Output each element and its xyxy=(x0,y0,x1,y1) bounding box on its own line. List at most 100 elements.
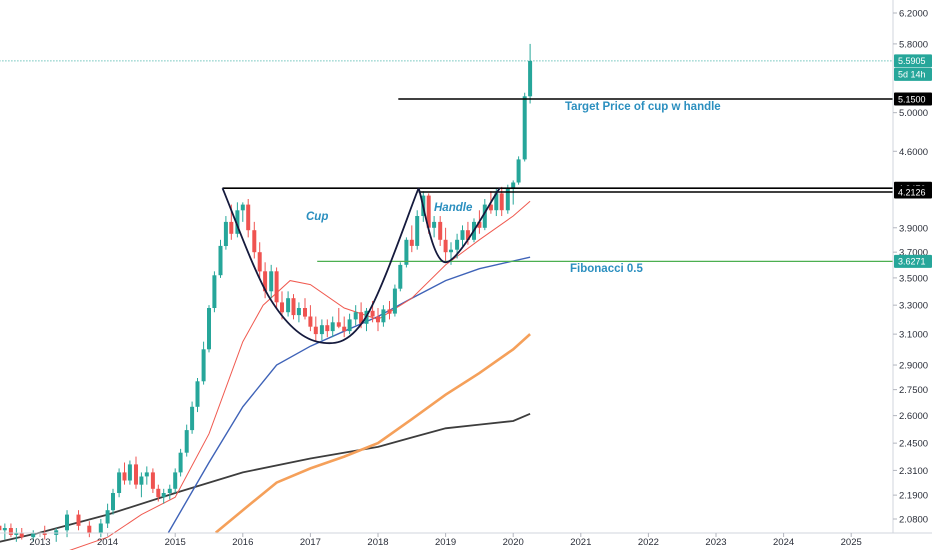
candle xyxy=(150,468,155,494)
price-badge-label: 5.5905 xyxy=(898,56,926,66)
candle xyxy=(325,319,330,338)
x-tick-label: 2019 xyxy=(435,537,456,548)
y-tick-label: 2.4500 xyxy=(899,439,928,450)
candle xyxy=(482,198,487,231)
y-tick-label: 2.7500 xyxy=(899,385,928,396)
candle xyxy=(347,313,352,335)
candle xyxy=(212,271,217,313)
annotation-target: Target Price of cup w handle xyxy=(565,101,721,113)
candle xyxy=(223,216,228,250)
x-tick-label: 2016 xyxy=(232,537,253,548)
candle xyxy=(19,527,24,540)
candle xyxy=(87,521,92,538)
candle xyxy=(195,377,200,413)
candle xyxy=(134,456,138,489)
candle xyxy=(207,305,211,353)
price-badge-label: 4.2126 xyxy=(898,187,926,197)
y-tick-label: 5.8000 xyxy=(899,39,928,50)
candle xyxy=(308,305,313,332)
candle xyxy=(139,472,144,498)
candle xyxy=(381,305,386,327)
ma-blue-line xyxy=(167,256,531,533)
y-tick-label: 2.9000 xyxy=(899,361,928,372)
candle xyxy=(398,262,403,292)
candle xyxy=(263,262,268,299)
y-tick-label: 2.0800 xyxy=(899,515,928,526)
candle xyxy=(122,462,127,485)
candle xyxy=(144,466,149,485)
candle xyxy=(415,210,420,250)
candle xyxy=(392,284,397,317)
candle xyxy=(156,484,161,502)
candle xyxy=(443,227,448,263)
cup-curve[interactable] xyxy=(221,187,420,345)
candle xyxy=(376,307,380,332)
candle xyxy=(178,448,183,477)
candle xyxy=(387,300,392,320)
candle xyxy=(336,307,341,329)
candle xyxy=(161,488,166,504)
time-axis[interactable]: 2013 2014 2015 2016 2017 2018 2019 2020 2021 2022… xyxy=(29,533,862,548)
ma-orange-line xyxy=(214,333,531,534)
candle xyxy=(167,484,172,500)
y-tick-label: 2.1900 xyxy=(899,491,928,502)
candle xyxy=(240,202,245,222)
price-badge: 5.1500 xyxy=(894,92,932,106)
ma-dark-line xyxy=(0,412,531,543)
x-tick-label: 2021 xyxy=(570,537,591,548)
candle xyxy=(404,237,409,268)
y-tick-label: 5.0000 xyxy=(899,108,928,119)
price-badge-label: 5d 14h xyxy=(898,70,926,80)
y-tick-label: 3.1000 xyxy=(899,330,928,341)
candle xyxy=(0,525,2,531)
candle xyxy=(319,319,324,341)
y-tick-label: 3.5000 xyxy=(899,273,928,284)
candle xyxy=(274,267,279,308)
x-tick-label: 2014 xyxy=(97,537,118,548)
x-tick-label: 2025 xyxy=(841,537,862,548)
candle xyxy=(303,298,307,320)
candle xyxy=(291,294,296,320)
candle xyxy=(286,291,291,317)
y-tick-label: 4.6000 xyxy=(899,147,928,158)
candle xyxy=(269,264,274,299)
candle xyxy=(105,503,110,528)
y-tick-label: 2.6000 xyxy=(899,411,928,422)
candle xyxy=(54,527,59,542)
candle xyxy=(409,225,414,253)
candle xyxy=(218,239,223,278)
y-tick-label: 3.3000 xyxy=(899,301,928,312)
candle xyxy=(516,156,521,185)
price-axis[interactable]: 6.2000 5.8000 5.0000 4.6000 3.9000 3.7000 3.50… xyxy=(893,9,928,526)
x-tick-label: 2022 xyxy=(638,537,659,548)
candle xyxy=(201,341,206,385)
candle xyxy=(173,468,178,494)
candle xyxy=(98,519,103,538)
price-badge: 5d 14h xyxy=(894,67,932,81)
candle xyxy=(432,216,437,238)
y-tick-label: 6.2000 xyxy=(899,9,928,20)
x-tick-label: 2023 xyxy=(705,537,726,548)
price-badge: 5.5905 xyxy=(894,54,932,68)
candle xyxy=(353,305,358,326)
annotation-cup: Cup xyxy=(306,211,328,223)
candle xyxy=(252,221,257,259)
candle xyxy=(184,424,189,457)
handle-curve[interactable] xyxy=(417,187,501,264)
candle xyxy=(330,316,335,338)
candle xyxy=(76,510,81,531)
candle xyxy=(313,316,318,342)
drawings xyxy=(0,60,893,345)
candle xyxy=(460,225,465,246)
price-badge: 4.2126 xyxy=(894,185,932,199)
annotation-fibonacci: Fibonacci 0.5 xyxy=(570,263,643,275)
candle xyxy=(505,184,510,214)
candle xyxy=(342,316,347,338)
candle xyxy=(8,523,13,538)
candle xyxy=(14,527,19,542)
candle xyxy=(117,468,122,498)
candle xyxy=(296,302,301,323)
price-badge-label: 5.1500 xyxy=(898,94,926,104)
